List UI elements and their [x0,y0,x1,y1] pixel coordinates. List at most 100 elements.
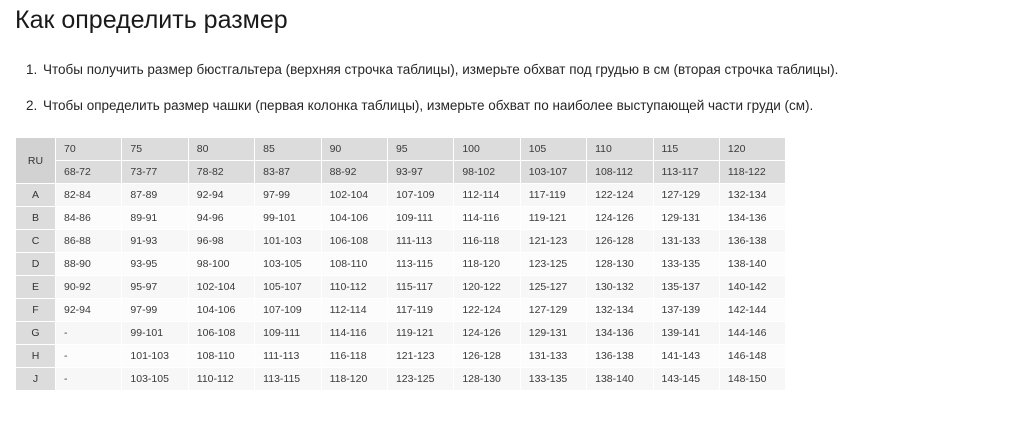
table-row: F 92-94 97-99 104-106 107-109 112-114 117-119 1… [15,298,787,322]
cell-F-105: 127-129 [519,298,588,322]
header-range-85: 83-87 [254,160,322,184]
cell-D-110: 128-130 [586,252,654,276]
cell-J-70: - [54,367,123,391]
instruction-number: 2. [26,98,38,113]
header-range-90: 88-92 [320,160,388,184]
cell-B-115: 129-131 [652,206,720,230]
header-size-120: 120 [718,137,787,161]
table-row: G -99-101 106-108 109-111 114-116 119-121 124-… [15,321,787,345]
cell-D-100: 118-120 [453,252,521,276]
instruction-item-1: 1. Чтобы получить размер бюстгальтера (в… [0,60,1010,80]
cell-F-80: 104-106 [187,298,256,322]
cell-H-80: 108-110 [187,344,256,368]
cell-E-95: 115-117 [386,275,455,299]
header-range-105: 103-107 [519,160,588,184]
cell-D-90: 108-110 [320,252,388,276]
cup-label-B: B [15,206,56,230]
cell-A-115: 127-129 [652,183,720,207]
cell-J-120: 148-150 [718,367,787,391]
cell-J-100: 128-130 [453,367,521,391]
cell-D-95: 113-115 [386,252,455,276]
table-row: B 84-86 89-91 94-96 99-101 104-106 109-111 114-… [15,206,787,230]
cell-E-100: 120-122 [453,275,521,299]
cell-C-75: 91-93 [121,229,189,253]
cell-A-75: 87-89 [121,183,189,207]
header-size-75: 75 [121,137,189,161]
cell-F-85: 107-109 [254,298,322,322]
cell-J-80: 110-112 [187,367,256,391]
cell-C-95: 111-113 [386,229,455,253]
cell-E-80: 102-104 [187,275,256,299]
header-range-115: 113-117 [652,160,720,184]
cell-E-85: 105-107 [254,275,322,299]
header-range-75: 73-77 [121,160,189,184]
header-size-100: 100 [453,137,521,161]
cell-C-115: 131-133 [652,229,720,253]
table-row: J -103-105 110-112 113-115 118-120 123-125 128… [15,367,787,391]
instruction-number: 1. [26,62,38,77]
cell-A-105: 117-119 [519,183,588,207]
cell-J-95: 123-125 [386,367,455,391]
cup-label-J: J [15,367,56,391]
cell-J-90: 118-120 [320,367,388,391]
cell-H-100: 126-128 [453,344,521,368]
size-table-head: RU 70 75 80 85 90 95 100 105 110 115 120 68-72 73-7… [15,137,787,184]
cell-B-105: 119-121 [519,206,588,230]
header-size-105: 105 [519,137,588,161]
table-row: C 86-88 91-93 96-98 101-103 106-108 111-113 116… [15,229,787,253]
header-range-120: 118-122 [718,160,787,184]
cell-D-80: 98-100 [187,252,256,276]
cell-H-95: 121-123 [386,344,455,368]
instructions-list: 1. Чтобы получить размер бюстгальтера (в… [0,60,1010,132]
cell-H-70: - [54,344,123,368]
cell-A-95: 107-109 [386,183,455,207]
instruction-item-2: 2. Чтобы определить размер чашки (первая… [0,96,1010,116]
cell-A-110: 122-124 [586,183,654,207]
cell-G-70: - [54,321,123,345]
cell-D-75: 93-95 [121,252,189,276]
cell-D-70: 88-90 [54,252,123,276]
cell-D-120: 138-140 [718,252,787,276]
cell-J-85: 113-115 [254,367,322,391]
cell-G-100: 124-126 [453,321,521,345]
cell-H-90: 116-118 [320,344,388,368]
cell-E-105: 125-127 [519,275,588,299]
cup-label-E: E [15,275,56,299]
cell-F-95: 117-119 [386,298,455,322]
cup-label-H: H [15,344,56,368]
cell-B-100: 114-116 [453,206,521,230]
cell-B-85: 99-101 [254,206,322,230]
cup-label-G: G [15,321,56,345]
header-size-115: 115 [652,137,720,161]
cell-H-115: 141-143 [652,344,720,368]
cell-E-110: 130-132 [586,275,654,299]
header-range-100: 98-102 [453,160,521,184]
cell-D-105: 123-125 [519,252,588,276]
cell-C-85: 101-103 [254,229,322,253]
cell-F-115: 137-139 [652,298,720,322]
table-row: H -101-103 108-110 111-113 116-118 121-123 126… [15,344,787,368]
cell-A-100: 112-114 [453,183,521,207]
cell-H-105: 131-133 [519,344,588,368]
header-size-70: 70 [54,137,123,161]
cell-G-75: 99-101 [121,321,189,345]
cell-A-70: 82-84 [54,183,123,207]
cell-J-105: 133-135 [519,367,588,391]
cell-C-90: 106-108 [320,229,388,253]
cell-G-105: 129-131 [519,321,588,345]
cell-F-75: 97-99 [121,298,189,322]
header-size-80: 80 [187,137,256,161]
cell-A-85: 97-99 [254,183,322,207]
table-row: A 82-84 87-89 92-94 97-99 102-104 107-109 112-1… [15,183,787,207]
cup-label-C: C [15,229,56,253]
header-range-95: 93-97 [386,160,455,184]
cell-B-95: 109-111 [386,206,455,230]
table-corner-label: RU [15,137,56,184]
cell-E-120: 140-142 [718,275,787,299]
header-size-110: 110 [586,137,654,161]
cell-H-85: 111-113 [254,344,322,368]
size-table-body: A 82-84 87-89 92-94 97-99 102-104 107-109 112-1… [15,183,787,391]
cell-F-70: 92-94 [54,298,123,322]
cell-G-90: 114-116 [320,321,388,345]
